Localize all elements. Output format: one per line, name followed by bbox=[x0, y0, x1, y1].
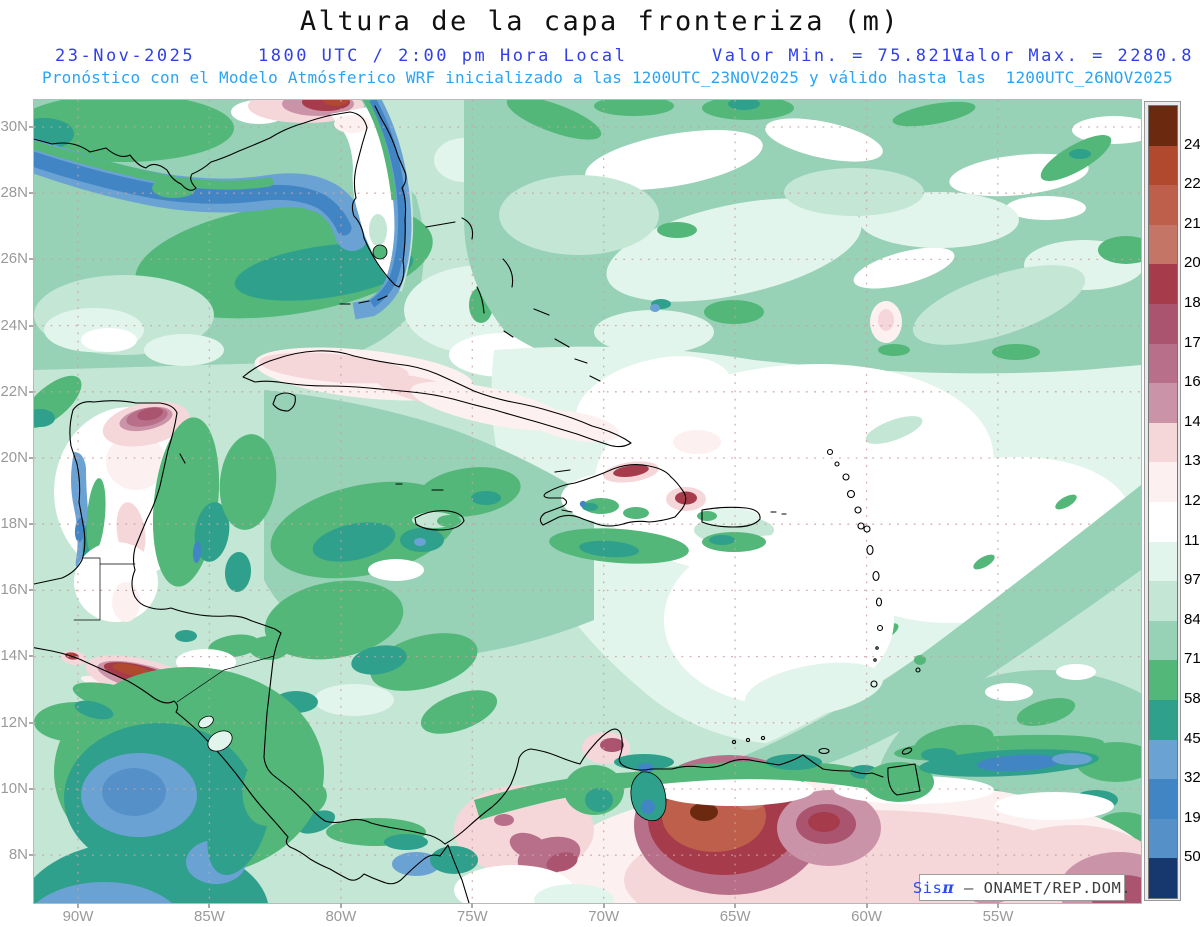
y-tick-mark bbox=[29, 126, 33, 128]
colorbar-tick-label: 970 bbox=[1184, 571, 1200, 589]
forecast-date: 23-Nov-2025 bbox=[55, 46, 196, 66]
colorbar-tick-label: 2010 bbox=[1184, 254, 1200, 272]
y-tick-label: 26N bbox=[0, 250, 28, 268]
x-tick-mark bbox=[471, 903, 474, 908]
colorbar-strip bbox=[1148, 105, 1178, 899]
map-canvas bbox=[33, 99, 1142, 904]
colorbar-tick-label: 1750 bbox=[1184, 333, 1200, 351]
x-tick-mark bbox=[77, 903, 79, 908]
y-tick-label: 12N bbox=[0, 713, 28, 731]
y-tick-label: 14N bbox=[0, 647, 28, 665]
colorbar-tick-label: 320 bbox=[1184, 769, 1200, 787]
x-tick-mark bbox=[339, 903, 342, 908]
y-tick-mark bbox=[29, 787, 33, 790]
watermark-sis: Sis bbox=[912, 878, 943, 897]
colorbar-tick-label: 2270 bbox=[1184, 175, 1200, 193]
political-borders bbox=[73, 557, 275, 703]
x-tick-label: 85W bbox=[194, 908, 225, 925]
colorbar-segment bbox=[1149, 383, 1177, 423]
y-tick-mark bbox=[29, 523, 33, 526]
x-tick-mark bbox=[208, 903, 211, 908]
colorbar-segment bbox=[1149, 660, 1177, 700]
lat-lon-gridlines bbox=[34, 100, 1141, 903]
colorbar-tick-label: 450 bbox=[1184, 729, 1200, 747]
x-tick-mark bbox=[734, 903, 737, 908]
colorbar-segment bbox=[1149, 739, 1177, 780]
colorbar-tick-label: 710 bbox=[1184, 650, 1200, 668]
watermark-pi-icon: π bbox=[942, 878, 955, 897]
y-tick-label: 10N bbox=[0, 779, 28, 797]
x-tick-label: 80W bbox=[325, 908, 357, 925]
colorbar-segment bbox=[1149, 581, 1177, 621]
forecast-hour: 1800 UTC / 2:00 pm Hora Local bbox=[258, 46, 628, 66]
y-tick-mark bbox=[29, 324, 33, 327]
value-max-label: Valor Max. = 2280.8 bbox=[952, 46, 1194, 66]
lakes bbox=[198, 244, 667, 822]
colorbar-segment bbox=[1149, 779, 1177, 819]
y-tick-mark bbox=[29, 721, 33, 724]
colorbar-segment bbox=[1149, 462, 1177, 502]
y-tick-mark bbox=[29, 192, 33, 195]
x-tick-mark bbox=[865, 903, 868, 908]
y-tick-label: 22N bbox=[0, 382, 28, 400]
colorbar-segment bbox=[1149, 185, 1177, 225]
coastlines bbox=[34, 105, 921, 903]
colorbar-tick-label: 1620 bbox=[1184, 373, 1200, 391]
y-tick-label: 30N bbox=[0, 118, 28, 135]
colorbar-tick-label: 1880 bbox=[1184, 294, 1200, 311]
colorbar-tick-label: 190 bbox=[1184, 808, 1200, 826]
colorbar-segment bbox=[1149, 264, 1177, 304]
colorbar-segment bbox=[1149, 858, 1177, 898]
y-tick-label: 20N bbox=[0, 448, 28, 466]
y-tick-label: 18N bbox=[0, 515, 28, 533]
colorbar-tick-label: 1490 bbox=[1184, 412, 1200, 430]
colorbar-tick-label: 2400 bbox=[1184, 135, 1200, 153]
y-tick-mark bbox=[29, 655, 33, 658]
contour-map-svg bbox=[34, 100, 1141, 903]
x-tick-label: 90W bbox=[62, 908, 94, 925]
y-tick-mark bbox=[29, 258, 33, 261]
colorbar-segment bbox=[1149, 303, 1177, 344]
colorbar-segment bbox=[1149, 501, 1177, 542]
x-tick-label: 75W bbox=[456, 908, 488, 925]
colorbar-tick-label: 1230 bbox=[1184, 492, 1200, 509]
x-tick-label: 55W bbox=[982, 908, 1014, 925]
y-tick-label: 8N bbox=[8, 845, 28, 863]
colorbar-tick-label: 1100 bbox=[1184, 531, 1200, 549]
watermark-box: Sis π – ONAMET/REP.DOM. bbox=[913, 874, 1131, 901]
colorbar-segment bbox=[1149, 224, 1177, 265]
y-tick-mark bbox=[29, 390, 33, 393]
x-tick-label: 65W bbox=[719, 908, 751, 925]
colorbar-segment bbox=[1149, 699, 1177, 740]
colorbar-segment bbox=[1149, 620, 1177, 661]
x-tick-label: 60W bbox=[851, 908, 882, 925]
y-tick-mark bbox=[29, 456, 33, 459]
colorbar-segment bbox=[1149, 422, 1177, 463]
colorbar-tick-label: 580 bbox=[1184, 690, 1200, 707]
colorbar-segment bbox=[1149, 541, 1177, 582]
y-tick-label: 24N bbox=[0, 316, 28, 334]
page-title: Altura de la capa fronteriza (m) bbox=[299, 6, 901, 37]
y-tick-mark bbox=[29, 589, 33, 592]
contour-fills bbox=[34, 100, 1141, 903]
y-tick-label: 16N bbox=[0, 581, 28, 599]
x-tick-mark bbox=[997, 903, 999, 908]
x-tick-mark bbox=[602, 903, 605, 908]
colorbar-tick-label: 2140 bbox=[1184, 214, 1200, 232]
colorbar-segment bbox=[1149, 818, 1177, 859]
colorbar-tick-label: 840 bbox=[1184, 610, 1200, 628]
y-tick-label: 28N bbox=[0, 184, 28, 202]
colorbar-segment bbox=[1149, 106, 1177, 146]
lake-maracaibo-deep bbox=[641, 800, 655, 814]
value-min-label: Valor Min. = 75.8211 bbox=[712, 46, 967, 66]
watermark-org: – ONAMET/REP.DOM. bbox=[954, 878, 1132, 897]
model-init-valid-line: Pronóstico con el Modelo Atmósferico WRF… bbox=[42, 68, 1173, 87]
x-tick-label: 70W bbox=[588, 908, 620, 925]
y-tick-mark bbox=[29, 853, 33, 856]
colorbar-segment bbox=[1149, 343, 1177, 384]
colorbar-tick-label: 1360 bbox=[1184, 452, 1200, 470]
colorbar-segment bbox=[1149, 145, 1177, 186]
colorbar-tick-label: 50 bbox=[1184, 848, 1200, 866]
